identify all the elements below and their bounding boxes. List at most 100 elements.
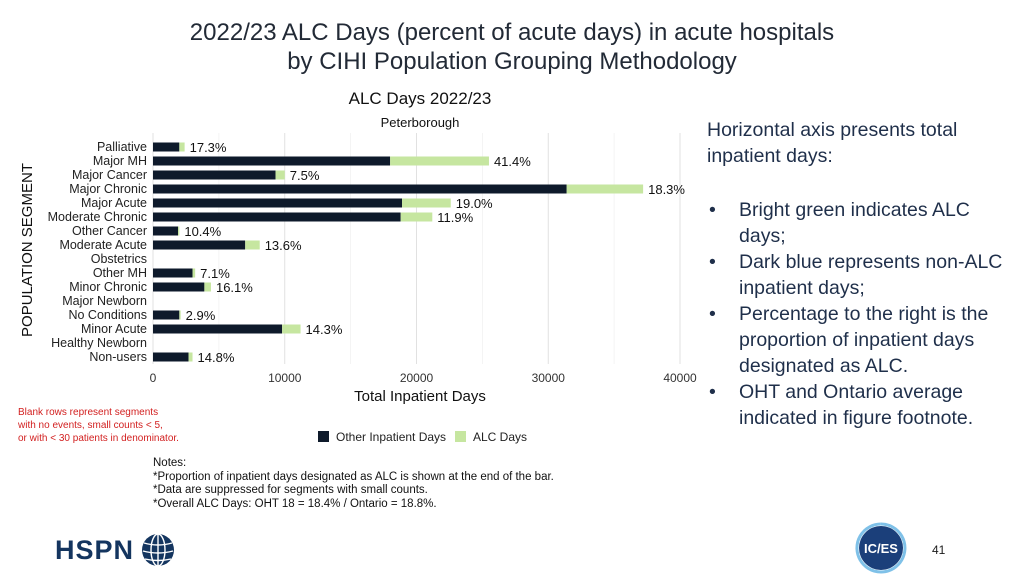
bar-other-inpatient-days <box>153 156 391 166</box>
bar-alc-days <box>179 142 185 152</box>
blank-rows-note: Blank rows represent segments with no ev… <box>18 406 218 445</box>
explanation-bullet: Percentage to the right is the proportio… <box>707 301 1017 379</box>
x-tick-label: 10000 <box>268 371 302 385</box>
bar-other-inpatient-days <box>153 142 180 152</box>
bar-alc-days <box>178 226 180 236</box>
bar-alc-days <box>204 282 211 292</box>
notes-heading: Notes: <box>153 457 187 469</box>
category-label: Moderate Acute <box>59 238 147 252</box>
bar-other-inpatient-days <box>153 352 189 362</box>
legend-label: Other Inpatient Days <box>336 430 446 444</box>
bar-percent-label: 16.1% <box>216 280 253 295</box>
bar-other-inpatient-days <box>153 226 179 236</box>
category-label: Moderate Chronic <box>48 210 147 224</box>
bar-percent-label: 10.4% <box>184 224 221 239</box>
chart-x-ticks: 0 10000 20000 30000 40000 <box>150 371 697 385</box>
bar-percent-label: 19.0% <box>456 196 493 211</box>
chart-notes: Notes: *Proportion of inpatient days des… <box>153 457 554 511</box>
bar-percent-label: 7.1% <box>200 266 230 281</box>
category-label: Obstetrics <box>91 252 147 266</box>
alc-days-chart: ALC Days 2022/23 Peterborough Palliative… <box>19 89 697 444</box>
chart-bars <box>153 142 644 362</box>
hspn-logo-text: HSPN <box>55 534 135 565</box>
legend-label: ALC Days <box>473 430 527 444</box>
hspn-logo: HSPN <box>55 530 176 570</box>
bar-other-inpatient-days <box>153 240 246 250</box>
explanation-bullet: Bright green indicates ALC days; <box>707 197 1017 249</box>
x-tick-label: 0 <box>150 371 157 385</box>
bar-percent-label: 14.3% <box>306 322 343 337</box>
bar-alc-days <box>400 212 433 222</box>
slide-title-line1: 2022/23 ALC Days (percent of acute days)… <box>189 19 835 46</box>
category-label: Other Cancer <box>72 224 147 238</box>
bar-other-inpatient-days <box>153 198 403 208</box>
legend-swatch <box>455 431 466 442</box>
category-label: Healthy Newborn <box>51 336 147 350</box>
category-label: Palliative <box>97 140 147 154</box>
slide-title: 2022/23 ALC Days (percent of acute days)… <box>0 18 1024 76</box>
category-label: Other MH <box>93 266 147 280</box>
legend-swatch <box>318 431 329 442</box>
bar-percent-label: 13.6% <box>265 238 302 253</box>
bar-percent-label: 41.4% <box>494 154 531 169</box>
bar-alc-days <box>192 268 196 278</box>
category-label: Major Cancer <box>72 168 147 182</box>
chart-gridlines <box>152 133 681 364</box>
category-label: No Conditions <box>68 308 147 322</box>
bar-percent-label: 18.3% <box>648 182 685 197</box>
bar-alc-days <box>390 156 489 166</box>
bar-alc-days <box>566 184 644 194</box>
ices-logo: IC/ES <box>850 522 912 579</box>
bar-other-inpatient-days <box>153 170 276 180</box>
bar-other-inpatient-days <box>153 310 180 320</box>
category-label: Non-users <box>89 350 147 364</box>
bar-alc-days <box>179 310 181 320</box>
bar-percent-label: 14.8% <box>198 350 235 365</box>
explanation-bullet: OHT and Ontario average indicated in fig… <box>707 379 1017 431</box>
notes-line: *Data are suppressed for segments with s… <box>153 484 428 496</box>
ices-logo-mark: IC/ES <box>855 522 907 574</box>
blank-note-line: Blank rows represent segments <box>18 407 159 418</box>
explanation-panel: Horizontal axis presents total inpatient… <box>707 117 1017 431</box>
bar-percent-label: 2.9% <box>186 308 216 323</box>
bar-other-inpatient-days <box>153 268 193 278</box>
explanation-intro: Horizontal axis presents total inpatient… <box>707 119 958 167</box>
page-number: 41 <box>932 543 946 557</box>
x-tick-label: 30000 <box>532 371 566 385</box>
chart-title: ALC Days 2022/23 <box>349 89 492 108</box>
bar-alc-days <box>402 198 451 208</box>
blank-note-line: or with < 30 patients in denominator. <box>18 433 179 444</box>
x-tick-label: 40000 <box>663 371 697 385</box>
y-axis-title: POPULATION SEGMENT <box>19 163 36 337</box>
globe-icon <box>142 533 175 567</box>
notes-line: *Proportion of inpatient days designated… <box>153 470 554 483</box>
notes-line: *Overall ALC Days: OHT 18 = 18.4% / Onta… <box>153 497 437 510</box>
blank-note-line: with no events, small counts < 5, <box>18 420 163 431</box>
bar-alc-days <box>188 352 193 362</box>
x-axis-title: Total Inpatient Days <box>354 388 486 405</box>
bar-percent-label: 11.9% <box>437 210 473 225</box>
chart-legend: Other Inpatient Days ALC Days <box>318 430 527 444</box>
bar-alc-days <box>245 240 260 250</box>
bar-other-inpatient-days <box>153 282 205 292</box>
ices-logo-text: IC/ES <box>864 541 898 556</box>
category-label: Major MH <box>93 154 147 168</box>
chart-subtitle: Peterborough <box>381 115 460 130</box>
category-label: Minor Acute <box>81 322 147 336</box>
bar-alc-days <box>275 170 285 180</box>
slide-title-line2: by CIHI Population Grouping Methodology <box>287 48 737 75</box>
bar-percent-label: 17.3% <box>190 140 227 155</box>
category-label: Major Chronic <box>69 182 147 196</box>
x-tick-label: 20000 <box>400 371 434 385</box>
explanation-bullet: Dark blue represents non-ALC inpatient d… <box>707 249 1017 301</box>
explanation-list: Bright green indicates ALC days; Dark bl… <box>707 197 1017 431</box>
bar-percent-label: 7.5% <box>290 168 320 183</box>
category-label: Major Newborn <box>62 294 147 308</box>
category-label: Minor Chronic <box>69 280 147 294</box>
bar-alc-days <box>282 324 301 334</box>
bar-other-inpatient-days <box>153 324 283 334</box>
bar-other-inpatient-days <box>153 184 567 194</box>
chart-data-labels: 17.3% 41.4% 7.5% 18.3% 19.0%11.9% 10.4% 13.6% 7… <box>184 140 685 365</box>
category-label: Major Acute <box>81 196 147 210</box>
